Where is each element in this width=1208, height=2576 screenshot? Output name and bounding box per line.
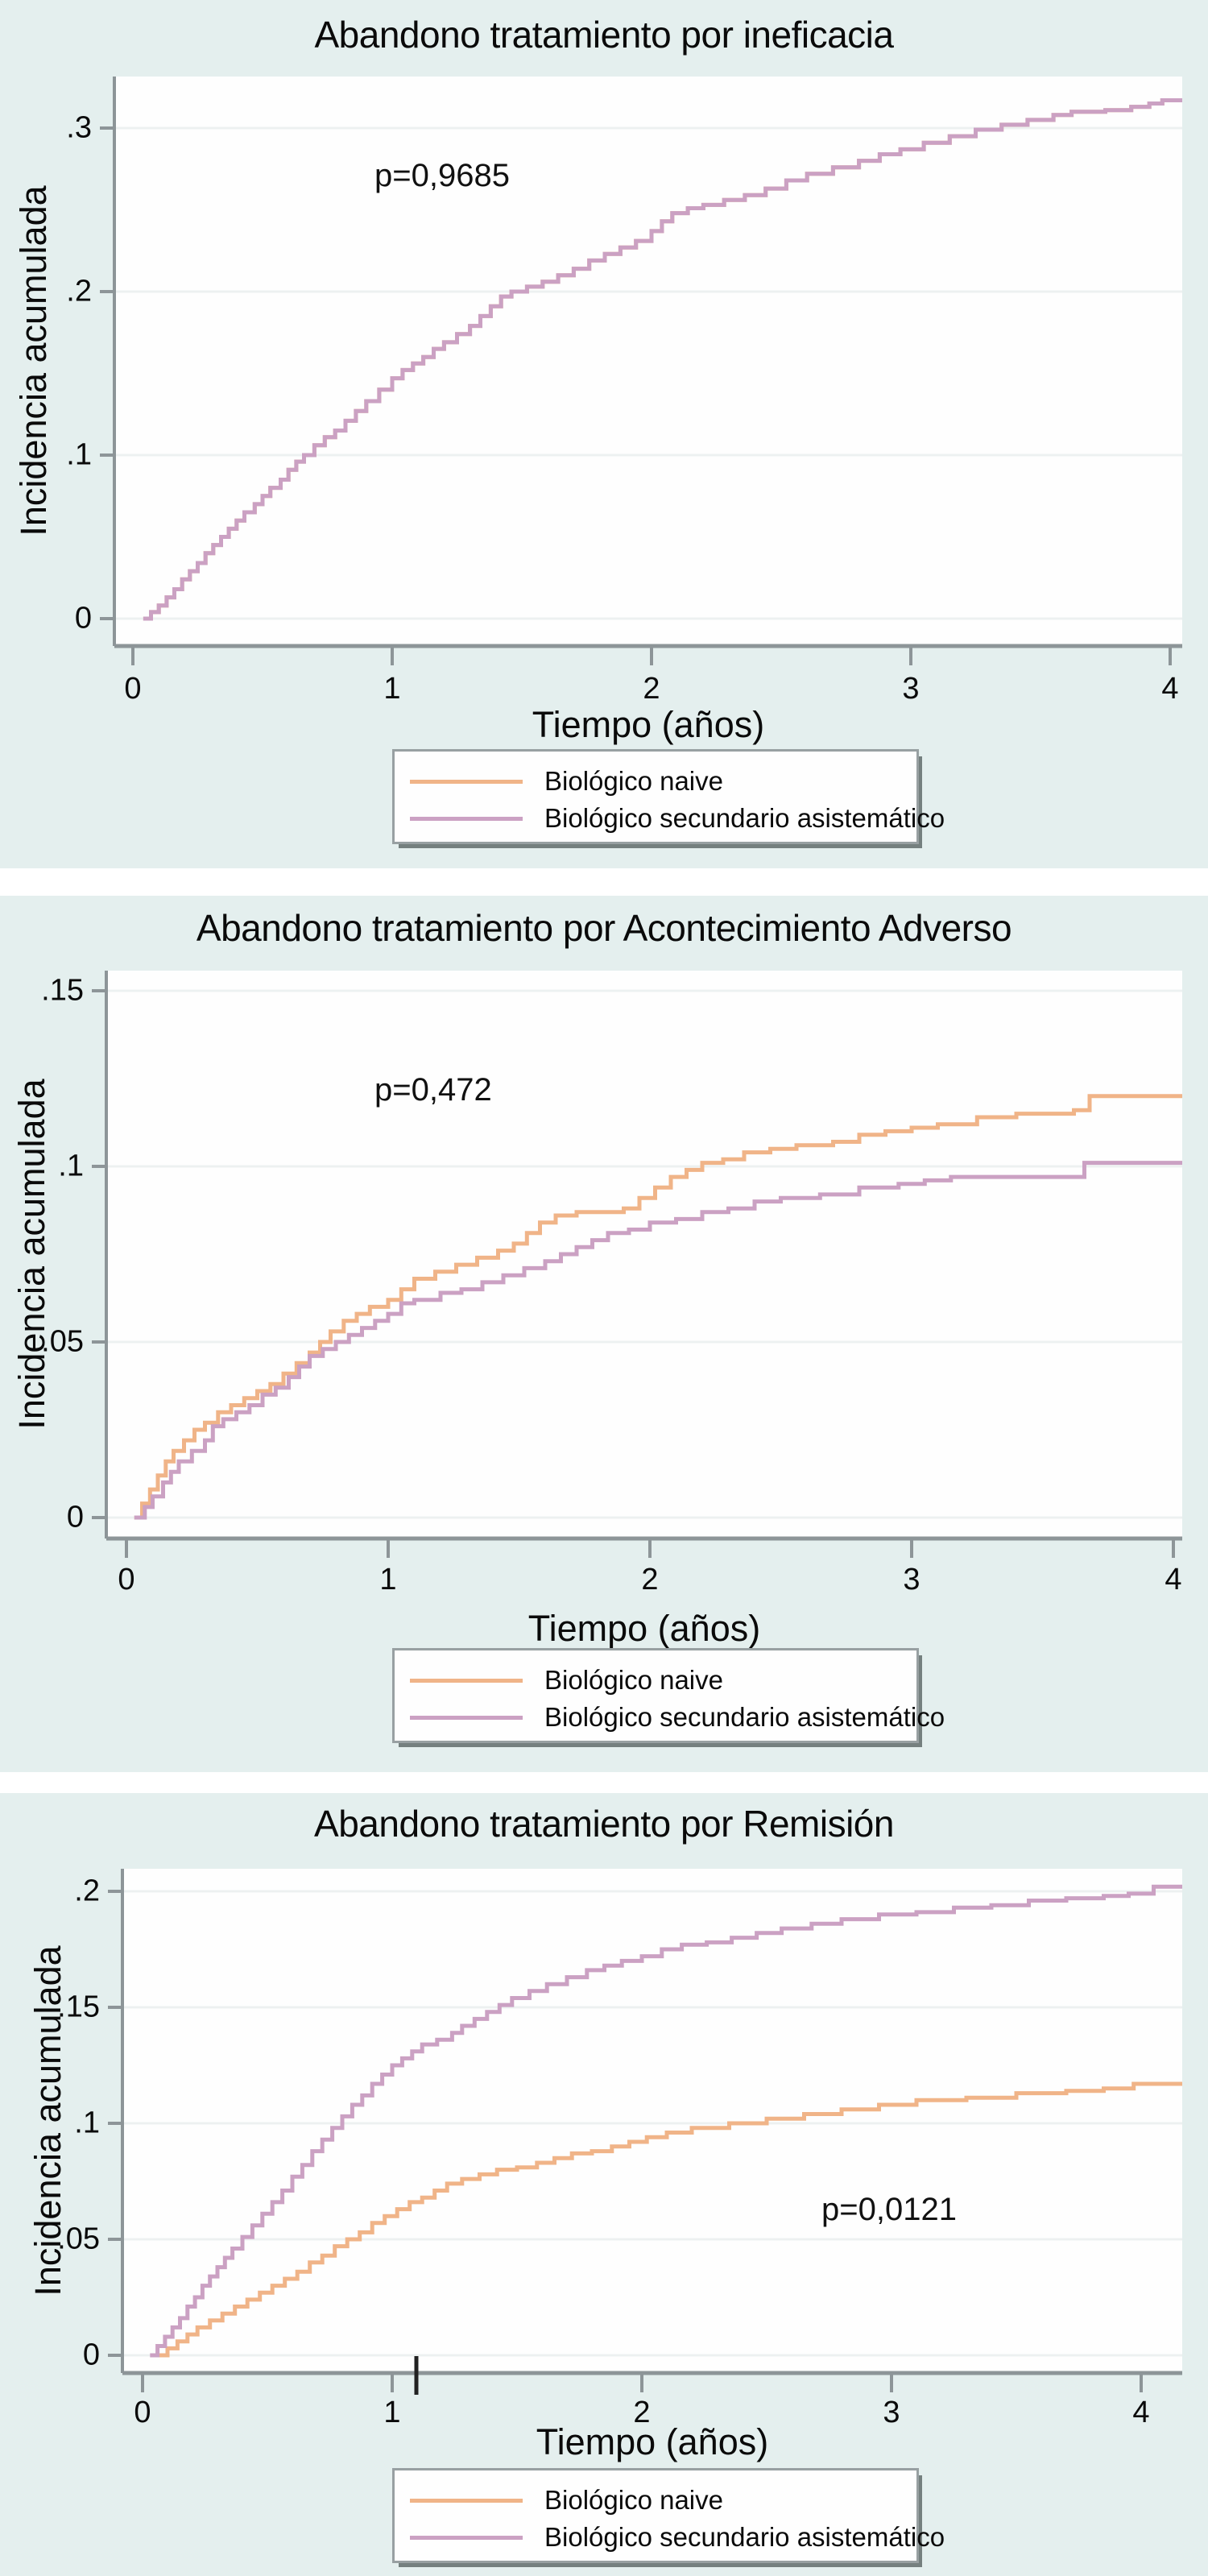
x-axis-title: Tiempo (años) [532, 704, 765, 745]
legend-box: Biológico naive Biológico secundario asi… [392, 1648, 945, 1743]
x-axis-title: Tiempo (años) [527, 1608, 761, 1649]
legend-item-secundario: Biológico secundario asistemático [395, 802, 945, 835]
plot-background [122, 1869, 1182, 2373]
legend-label: Biológico naive [544, 1665, 723, 1695]
y-axis-title: Incidencia acumulada [13, 185, 54, 536]
x-axis-title: Tiempo (años) [536, 2421, 769, 2462]
chart-title: Abandono tratamiento por Acontecimiento … [196, 907, 1012, 949]
legend-line-secundario-icon [410, 2536, 523, 2540]
y-tick-label: .1 [58, 1149, 84, 1183]
p-value-annotation: p=0,9685 [374, 158, 510, 193]
legend-item-naive: Biológico naive [395, 1664, 916, 1696]
legend-item-secundario: Biológico secundario asistemático [395, 1701, 945, 1733]
legend-line-secundario-icon [410, 817, 523, 821]
y-tick-label: 0 [82, 2338, 100, 2372]
y-axis-title: Incidencia acumulada [11, 1079, 52, 1430]
legend-label: Biológico secundario asistemático [544, 803, 945, 833]
y-tick-label: .05 [57, 2222, 100, 2256]
curve-biologico-secundario [134, 1161, 1182, 1520]
y-tick-label: 0 [74, 601, 92, 636]
curve-biologico-secundario [143, 98, 1182, 621]
x-tick-label: 1 [379, 1563, 397, 1597]
plot-background [114, 77, 1182, 646]
x-tick-label: 2 [633, 2396, 651, 2429]
plot-area-remision [108, 1869, 1182, 2395]
y-tick-label: .05 [41, 1324, 84, 1359]
y-tick-label: .1 [66, 437, 92, 472]
legend-label: Biológico naive [544, 2485, 723, 2515]
x-tick-label: 3 [902, 672, 920, 706]
chart-title: Abandono tratamiento por ineficacia [314, 14, 894, 56]
legend-item-secundario: Biológico secundario asistemático [395, 2521, 945, 2553]
y-tick-label: .2 [66, 274, 92, 309]
y-tick-label: .15 [57, 1990, 100, 2024]
curve-biologico-naive [155, 2081, 1182, 2358]
y-tick-label: .2 [74, 1874, 100, 1908]
legend-box: Biológico naive Biológico secundario asi… [392, 2468, 945, 2563]
legend-label: Biológico secundario asistemático [544, 2522, 945, 2552]
p-value-annotation: p=0,0121 [821, 2192, 957, 2227]
legend-line-naive-icon [410, 780, 523, 784]
x-tick-label: 0 [134, 2396, 151, 2429]
y-tick-label: .1 [74, 2106, 100, 2140]
legend-box: Biológico naive Biológico secundario asi… [392, 749, 945, 844]
x-tick-label: 2 [641, 1563, 659, 1597]
x-tick-label: 2 [643, 672, 660, 706]
legend-label: Biológico naive [544, 766, 723, 796]
x-tick-label: 0 [124, 672, 142, 706]
x-tick-label: 0 [118, 1563, 135, 1597]
y-tick-label: 0 [66, 1500, 84, 1534]
x-tick-label: 3 [883, 2396, 900, 2429]
p-value-annotation: p=0,472 [374, 1072, 492, 1108]
legend-item-naive: Biológico naive [395, 765, 916, 797]
panel-ineficacia: Abandono tratamiento por ineficacia Inci… [0, 0, 1208, 868]
y-tick-label: .15 [41, 973, 84, 1008]
chart-title: Abandono tratamiento por Remisión [314, 1803, 894, 1845]
plot-area-ineficacia [100, 77, 1182, 665]
x-tick-label: 1 [383, 672, 401, 706]
y-tick-label: .3 [66, 110, 92, 145]
legend-line-naive-icon [410, 1679, 523, 1683]
legend-label: Biológico secundario asistemático [544, 1702, 945, 1732]
panel-acontecimiento-adverso: Abandono tratamiento por Acontecimiento … [0, 896, 1208, 1772]
legend-line-naive-icon [410, 2499, 523, 2503]
legend-line-secundario-icon [410, 1716, 523, 1720]
curve-biologico-naive [134, 1094, 1182, 1520]
legend-item-naive: Biológico naive [395, 2484, 916, 2516]
x-tick-label: 3 [903, 1563, 920, 1597]
x-tick-label: 1 [383, 2396, 401, 2429]
plot-area-acontecimiento [92, 971, 1182, 1558]
curve-biologico-secundario [150, 1884, 1182, 2358]
x-tick-label: 4 [1165, 1563, 1182, 1597]
plot-background [106, 971, 1182, 1539]
x-tick-label: 4 [1132, 2396, 1150, 2429]
x-tick-label: 4 [1161, 672, 1179, 706]
panel-remision: Abandono tratamiento por Remisión Incide… [0, 1793, 1208, 2576]
